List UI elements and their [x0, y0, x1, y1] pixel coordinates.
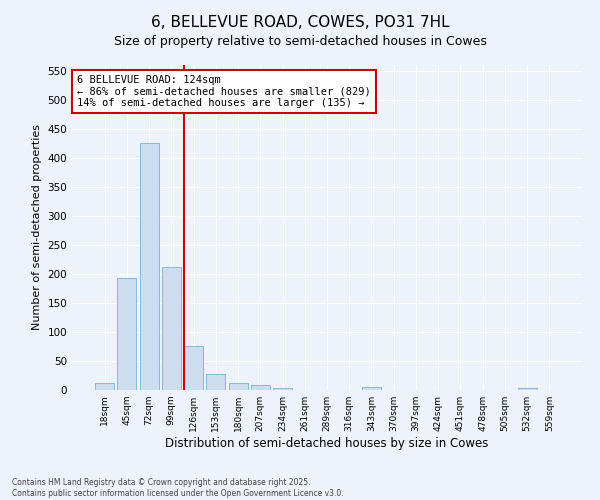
Bar [518, 388, 536, 390]
Bar [140, 144, 158, 390]
Text: Size of property relative to semi-detached houses in Cowes: Size of property relative to semi-detach… [113, 35, 487, 48]
Text: Contains HM Land Registry data © Crown copyright and database right 2025.
Contai: Contains HM Land Registry data © Crown c… [12, 478, 344, 498]
Bar [206, 374, 225, 390]
Bar [251, 385, 270, 390]
Bar [273, 388, 292, 390]
X-axis label: Distribution of semi-detached houses by size in Cowes: Distribution of semi-detached houses by … [166, 437, 488, 450]
Text: 6, BELLEVUE ROAD, COWES, PO31 7HL: 6, BELLEVUE ROAD, COWES, PO31 7HL [151, 15, 449, 30]
Bar [184, 346, 203, 390]
Bar [95, 383, 114, 390]
Bar [162, 267, 181, 390]
Bar [362, 387, 381, 390]
Bar [118, 278, 136, 390]
Bar [229, 383, 248, 390]
Text: 6 BELLEVUE ROAD: 124sqm
← 86% of semi-detached houses are smaller (829)
14% of s: 6 BELLEVUE ROAD: 124sqm ← 86% of semi-de… [77, 74, 371, 108]
Y-axis label: Number of semi-detached properties: Number of semi-detached properties [32, 124, 42, 330]
